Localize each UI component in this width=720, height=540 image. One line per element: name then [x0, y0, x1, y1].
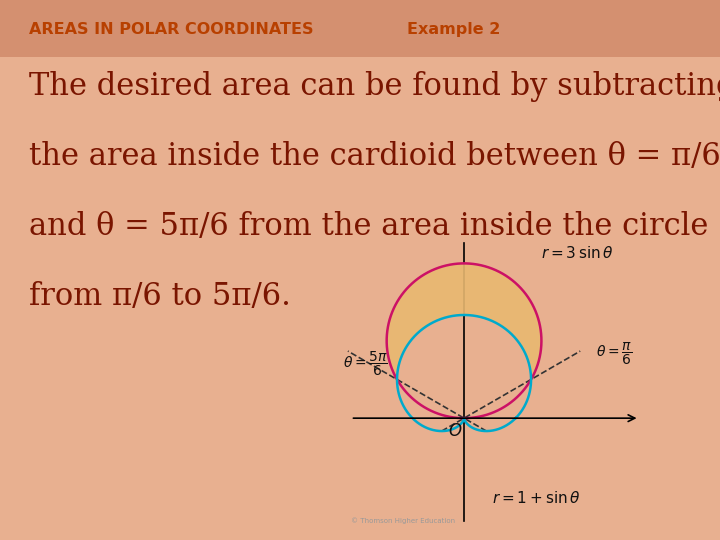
Text: Example 2: Example 2: [407, 22, 500, 37]
Text: © Thomson Higher Education: © Thomson Higher Education: [351, 517, 454, 524]
Text: $r = 3\,\sin\theta$: $r = 3\,\sin\theta$: [541, 245, 614, 261]
Text: from π/6 to 5π/6.: from π/6 to 5π/6.: [29, 281, 291, 313]
FancyBboxPatch shape: [0, 0, 720, 57]
Text: $r = 1 + \sin\theta$: $r = 1 + \sin\theta$: [492, 490, 581, 506]
Text: $\theta = \dfrac{\pi}{6}$: $\theta = \dfrac{\pi}{6}$: [595, 341, 632, 367]
Text: $O$: $O$: [448, 423, 462, 440]
Text: $\theta = \dfrac{5\pi}{6}$: $\theta = \dfrac{5\pi}{6}$: [343, 350, 387, 378]
Text: and θ = 5π/6 from the area inside the circle: and θ = 5π/6 from the area inside the ci…: [29, 211, 708, 242]
Polygon shape: [387, 264, 541, 380]
Text: The desired area can be found by subtracting: The desired area can be found by subtrac…: [29, 71, 720, 102]
Text: AREAS IN POLAR COORDINATES: AREAS IN POLAR COORDINATES: [29, 22, 313, 37]
Text: the area inside the cardioid between θ = π/6: the area inside the cardioid between θ =…: [29, 141, 720, 172]
